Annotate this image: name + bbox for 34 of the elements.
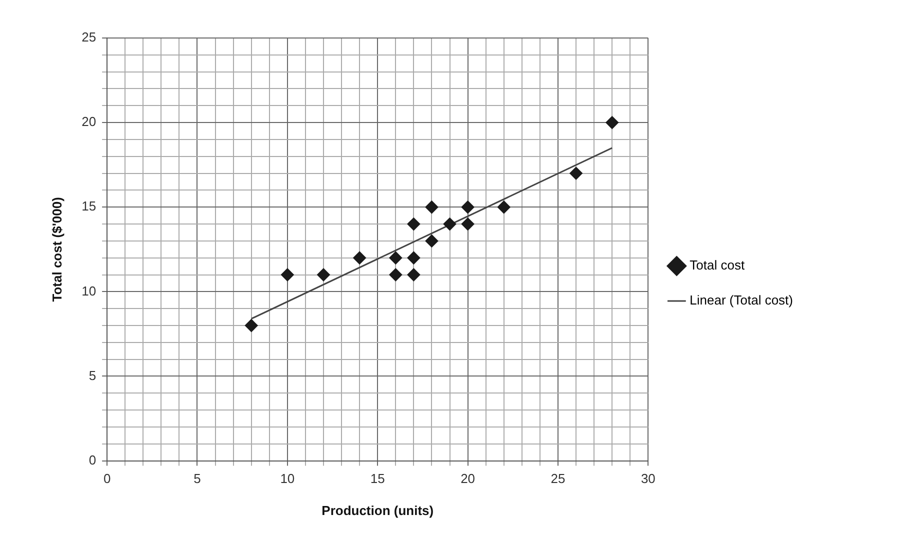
point <box>353 251 366 264</box>
point <box>497 200 510 214</box>
y-tick-label: 10 <box>82 283 96 298</box>
y-axis-title: Total cost ($'000) <box>49 197 64 302</box>
point <box>461 200 474 214</box>
legend-label: Linear (Total cost) <box>690 292 794 308</box>
y-tick-label: 15 <box>82 198 96 214</box>
x-axis-title: Production (units) <box>322 502 434 518</box>
x-tick-label: 5 <box>194 471 201 486</box>
point <box>244 319 258 332</box>
point <box>407 268 420 282</box>
y-tick-label: 0 <box>88 452 96 468</box>
x-tick-label: 0 <box>103 471 111 486</box>
point <box>389 251 402 264</box>
y-tick-label: 25 <box>82 30 96 45</box>
point <box>317 268 330 282</box>
point <box>443 218 456 231</box>
point <box>389 268 402 282</box>
point <box>606 116 619 130</box>
x-tick-label: 20 <box>460 471 476 486</box>
x-tick-label: 15 <box>370 471 385 486</box>
point <box>570 166 583 180</box>
point <box>461 218 474 231</box>
x-tick-label: 30 <box>640 471 656 486</box>
legend-label: Total cost <box>690 258 745 273</box>
x-tick-label: 25 <box>550 471 566 486</box>
point <box>407 251 420 264</box>
x-tick-label: 10 <box>280 471 295 486</box>
y-tick-label: 5 <box>88 368 96 383</box>
point <box>280 268 294 282</box>
y-tick-label: 20 <box>82 114 96 130</box>
point <box>425 234 438 248</box>
point <box>425 200 438 214</box>
point <box>407 218 420 231</box>
